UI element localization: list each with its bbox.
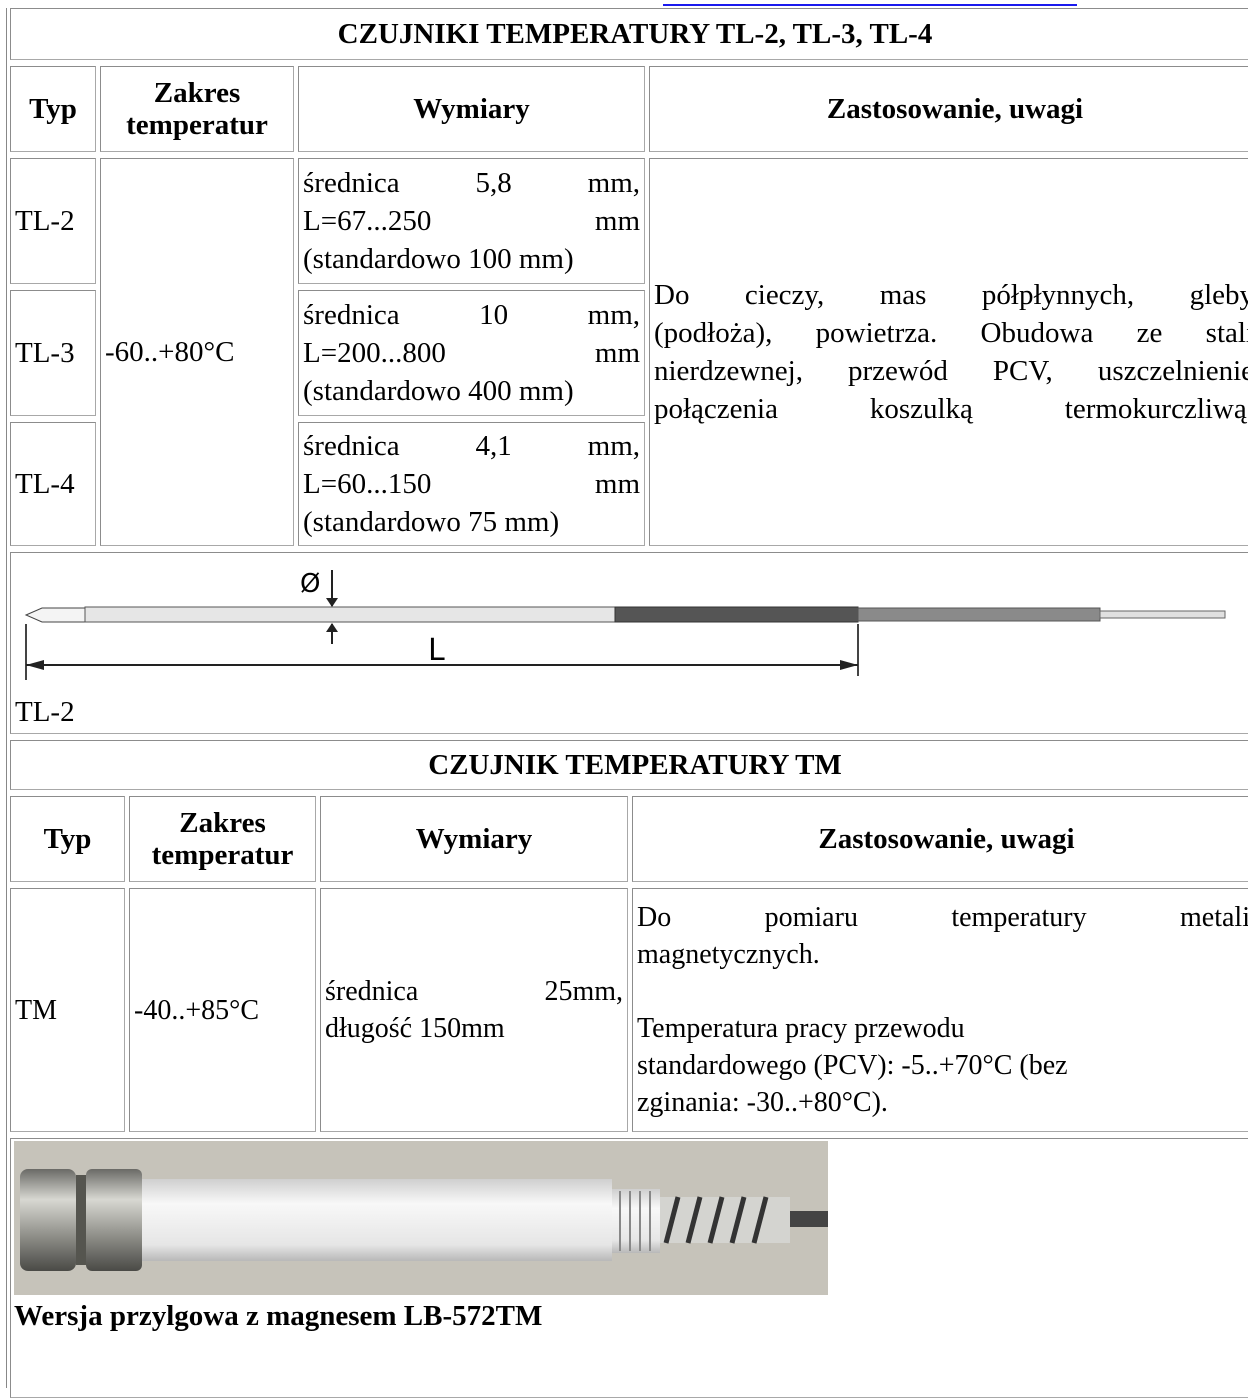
range: -40..+85°C (129, 888, 316, 1132)
line: zginania: -30..+80°C). (637, 1087, 888, 1118)
header: Typ (10, 796, 125, 882)
line: średnica 10 mm, (303, 299, 640, 331)
line: magnetycznych. (637, 939, 820, 970)
header: Zastosowanie, uwagi (649, 66, 1248, 152)
notes: Do cieczy, mas półpłynnych, gleby (podłoż… (649, 158, 1248, 546)
header: Wymiary (320, 796, 628, 882)
notes: Do pomiaru temperatury metali magnetyczny… (632, 888, 1248, 1132)
probe-drawing: Ø L (24, 569, 1226, 680)
line: średnica 5,8 mm, (303, 167, 640, 199)
top-link-underline (663, 4, 1077, 6)
section-title: CZUJNIKI TEMPERATURY TL-2, TL-3, TL-4 (10, 8, 1248, 60)
line: Temperatura pracy przewodu (637, 1013, 965, 1044)
length-label: L (428, 633, 445, 668)
line: nierdzewnej, przewód PCV, uszczelnienie (654, 355, 1248, 387)
line: L=200...800 mm (303, 337, 640, 369)
dimensions: średnica 25mm, długość 150mm (320, 888, 628, 1132)
line: średnica 4,1 mm, (303, 430, 640, 462)
type: TL-4 (10, 422, 96, 546)
line: (standardowo 100 mm) (303, 243, 574, 275)
type: TL-2 (10, 158, 96, 284)
figure-cell: TL-2 (10, 552, 1248, 734)
diameter-label: Ø (300, 569, 320, 599)
line: L=67...250 mm (303, 205, 640, 237)
dimensions: średnica 4,1 mm, L=60...150 mm (standardow… (298, 422, 645, 546)
header: Zastosowanie, uwagi (632, 796, 1248, 882)
line: (podłoża), powietrza. Obudowa ze stali (654, 317, 1248, 349)
photo-caption: Wersja przylgowa z magnesem LB-572TM (14, 1300, 543, 1332)
dimensions: średnica 5,8 mm, L=67...250 mm (standardow… (298, 158, 645, 284)
paragraph: Do pomiaru temperatury metali magnetyczny… (637, 899, 1248, 973)
line: (standardowo 400 mm) (303, 375, 574, 407)
header: Zakres temperatur (129, 796, 316, 882)
line: długość 150mm (325, 1013, 505, 1044)
section-title: CZUJNIK TEMPERATURY TM (10, 740, 1248, 790)
outer-frame (6, 8, 7, 1388)
paragraph: Temperatura pracy przewodu standardowego … (637, 1010, 1248, 1121)
line: (standardowo 75 mm) (303, 506, 560, 538)
line: standardowego (PCV): -5..+70°C (bez (637, 1050, 1068, 1081)
line: połączenia koszulką termokurczliwą. (654, 393, 1248, 425)
line: Do cieczy, mas półpłynnych, gleby (654, 279, 1248, 311)
probe-photo (14, 1141, 828, 1295)
dimensions: średnica 10 mm, L=200...800 mm (standardow… (298, 290, 645, 416)
header: Wymiary (298, 66, 645, 152)
line: średnica 25mm, (325, 976, 623, 1007)
line: L=60...150 mm (303, 468, 640, 500)
figure-caption: TL-2 (15, 696, 75, 728)
type: TL-3 (10, 290, 96, 416)
line: Do pomiaru temperatury metali (637, 902, 1248, 933)
header: Typ (10, 66, 96, 152)
range: -60..+80°C (100, 158, 294, 546)
type: TM (10, 888, 125, 1132)
header: Zakres temperatur (100, 66, 294, 152)
